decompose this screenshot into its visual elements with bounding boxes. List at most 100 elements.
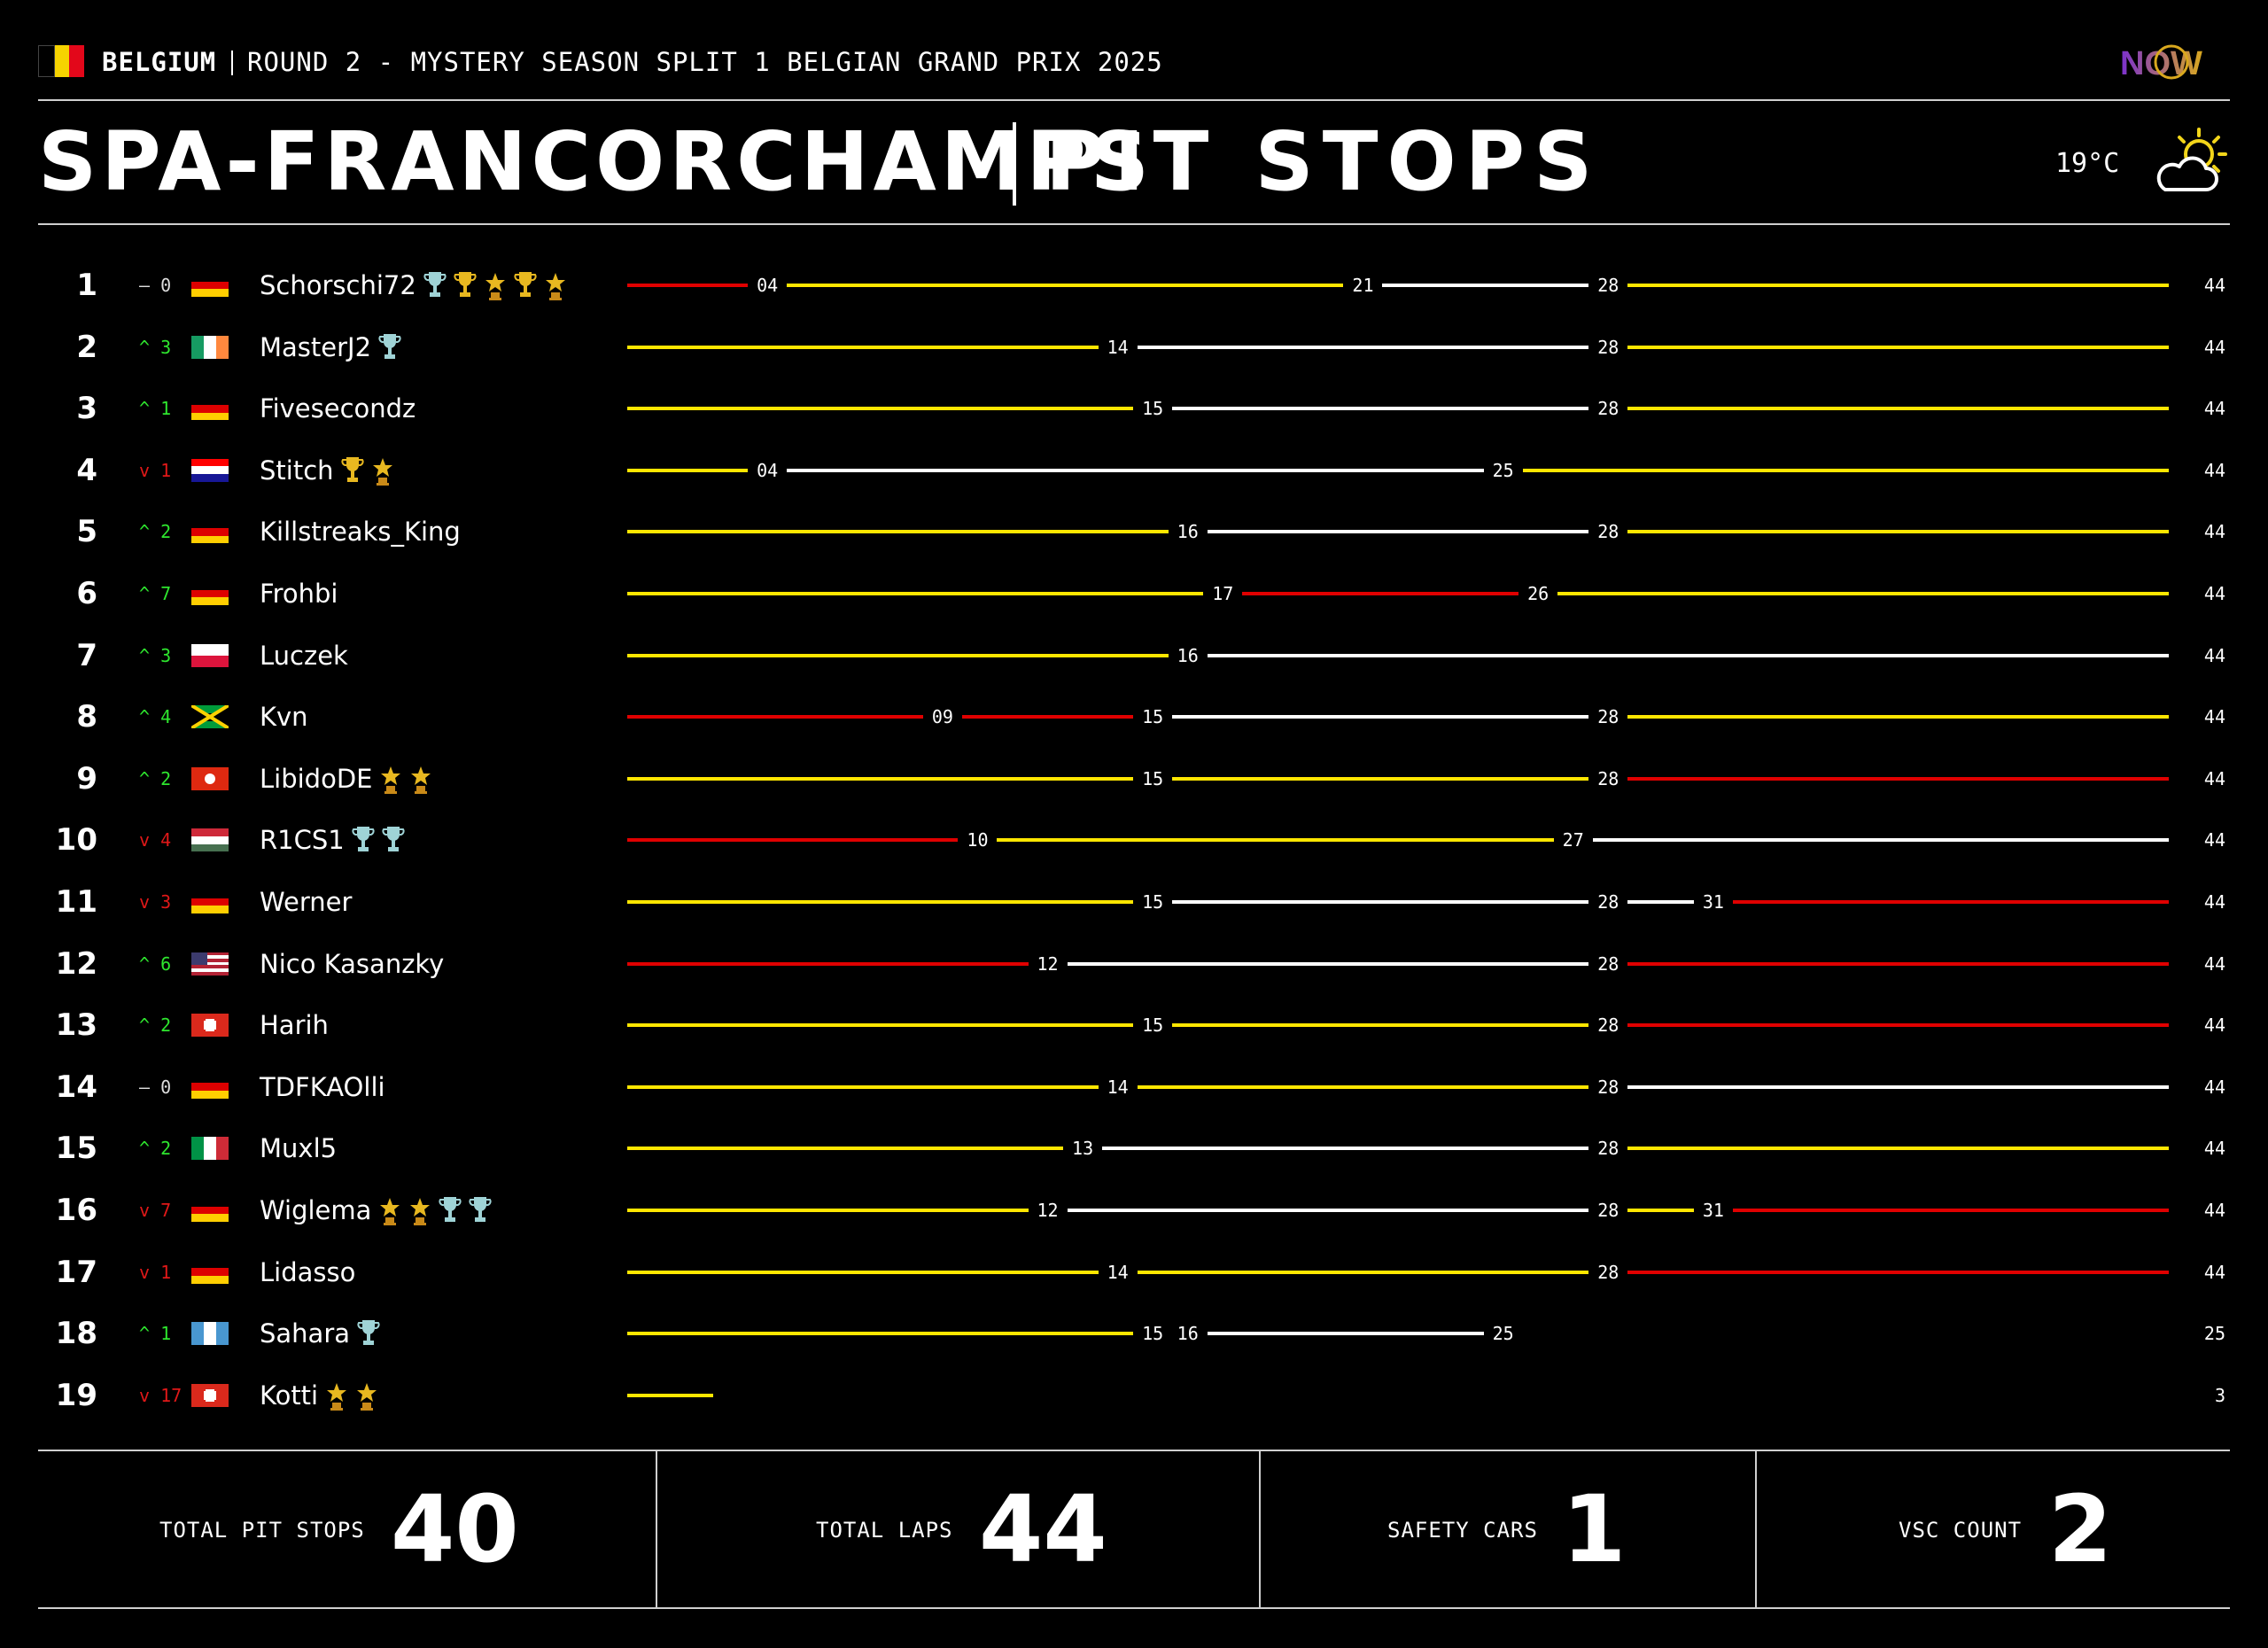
pit-lap-label: 15 [1135,398,1171,420]
driver-name-text: Harih [260,1010,329,1041]
pit-lap-label: 04 [750,459,786,481]
belgium-flag-icon [38,45,85,77]
germany-flag-icon [191,274,229,297]
pit-lap-label: 12 [1029,952,1066,975]
stint-bar [1732,1209,2169,1212]
stint-bar [1627,776,2169,781]
germany-flag-icon [191,1075,229,1099]
final-lap-label: 44 [2203,891,2225,913]
header-rule [38,99,2230,101]
jamaica-flag-icon [191,705,229,729]
stint-bar [997,838,1554,843]
pit-lap-label: 28 [1590,275,1627,296]
stint-bar [1627,715,2169,719]
pit-lap-label: 25 [1485,1323,1521,1345]
driver-name: Killstreaks_King [260,514,461,549]
stint-bar [627,345,1099,349]
footer-rule-bottom [38,1607,2230,1609]
stint-bar [1207,530,1589,534]
stint-bar [627,1393,713,1397]
now-logo-icon: NOW [2120,44,2202,82]
position-number: 18 [55,1316,97,1352]
stint-bar [1102,1147,1589,1151]
star-gold-icon [355,1378,378,1413]
guatemala-flag-icon [191,1322,229,1346]
position-change: ^ 2 [139,767,172,789]
italy-flag-icon [191,1137,229,1161]
final-lap-label: 44 [2203,952,2225,975]
driver-name-text: Werner [260,887,353,917]
final-lap-label: 44 [2203,521,2225,543]
final-lap-label: 44 [2203,1076,2225,1098]
position-change: ^ 4 [139,706,172,728]
stint-bar [1137,1270,1589,1274]
round-title: ROUND 2 - MYSTERY SEASON SPLIT 1 BELGIAN… [247,47,1163,77]
final-lap-label: 44 [2203,1200,2225,1221]
driver-name-text: Schorschi72 [260,270,416,300]
stint-bar [1522,468,2169,472]
position-number: 9 [76,760,97,797]
driver-name: Kotti [260,1378,378,1413]
stint-bar [627,900,1134,904]
stint-bar [1627,1270,2169,1274]
pit-lap-label: 28 [1590,952,1627,975]
position-change: – 0 [139,1076,172,1098]
driver-name: Lidasso [260,1255,355,1290]
footer-divider [1755,1451,1757,1607]
croatia-flag-icon [191,458,229,482]
germany-flag-icon [191,1199,229,1222]
driver-name: Kvn [260,699,308,735]
stint-bar [627,1209,1029,1212]
stint-bar [1207,1332,1484,1336]
driver-name-text: Fivesecondz [260,393,416,424]
pit-lap-label: 31 [1695,1200,1731,1221]
stint-bar [1207,653,2169,657]
position-number: 4 [76,452,97,488]
driver-name-text: Kvn [260,702,308,733]
driver-name-text: Wiglema [260,1195,372,1225]
pit-lap-label: 28 [1590,1014,1627,1037]
track-title: SPA-FRANCORCHAMPS [38,114,1154,209]
driver-name-text: Kotti [260,1380,319,1411]
final-lap-label: 44 [2203,829,2225,851]
final-lap-label: 44 [2203,767,2225,789]
pit-lap-label: 04 [750,275,786,296]
final-lap-label: 44 [2203,706,2225,728]
pit-lap-label: 28 [1590,1138,1627,1160]
position-change: ^ 2 [139,1138,172,1160]
driver-name-text: TDFKAOlli [260,1071,385,1102]
stint-bar [627,1147,1064,1151]
final-lap-label: 44 [2203,644,2225,666]
driver-name: Frohbi [260,576,338,611]
star-gold-icon [409,761,432,797]
star-gold-icon [484,268,507,303]
pit-lap-label: 28 [1590,706,1627,728]
stint-bar [1172,900,1589,904]
pit-lap-label: 28 [1590,1200,1627,1221]
final-lap-label: 44 [2203,1014,2225,1037]
stint-bar [627,592,1204,595]
stint-bar [627,1023,1134,1028]
stint-bar [627,1332,1134,1336]
position-number: 7 [76,637,97,673]
stint-bar [1627,345,2169,349]
stint-bar [1137,345,1589,349]
pit-lap-label: 28 [1590,1261,1627,1283]
pit-lap-label: 15 [1135,891,1171,913]
position-number: 8 [76,699,97,735]
stint-bar [1627,961,2169,966]
stint-bar [1592,838,2169,843]
pit-lap-label: 28 [1590,336,1627,358]
stint-bar [1627,284,2169,287]
position-change: v 1 [139,459,172,481]
driver-name: Harih [260,1007,329,1043]
final-lap-label: 44 [2203,583,2225,604]
pit-lap-label: 16 [1169,644,1206,666]
position-number: 17 [55,1254,97,1290]
header-divider [231,51,233,75]
star-gold-icon [544,268,567,303]
cup-teal-icon [378,330,401,365]
pit-lap-label: 14 [1099,1261,1136,1283]
position-number: 3 [76,391,97,427]
pit-lap-label: 15 [1135,1323,1171,1345]
